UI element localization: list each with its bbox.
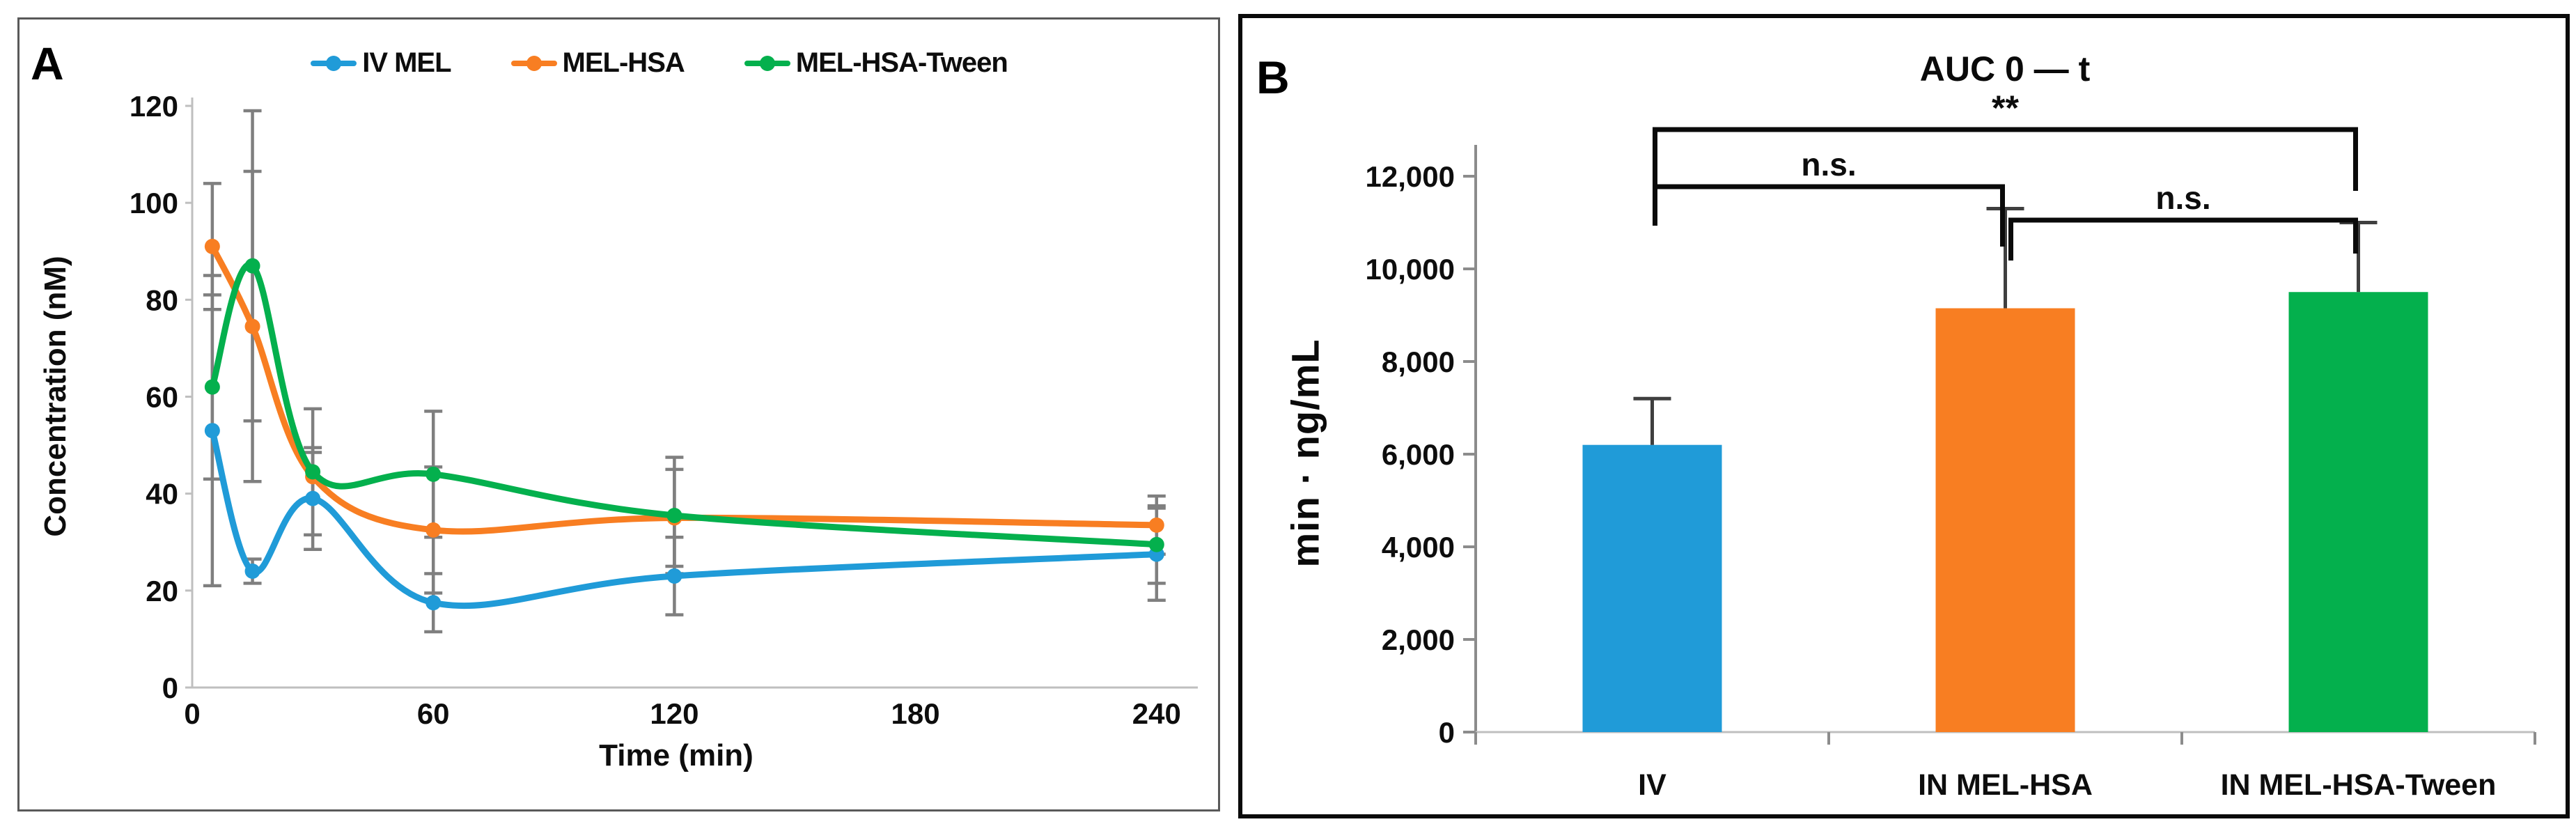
data-point-IV MEL — [305, 490, 321, 506]
y-tick-label: 6,000 — [1382, 438, 1455, 471]
sig-bracket-2 — [2008, 217, 2358, 261]
data-point-MEL-HSA-Tween — [1148, 536, 1164, 552]
data-point-MEL-HSA — [1148, 517, 1164, 533]
category-label-IV: IV — [1638, 768, 1666, 802]
line-marker-icon — [510, 55, 557, 72]
y-tick-label: 12,000 — [1366, 160, 1455, 193]
bar-IV — [1582, 444, 1722, 732]
category-label-IN MEL-HSA-Tween: IN MEL-HSA-Tween — [2221, 768, 2497, 802]
bar-IN MEL-HSA-Tween — [2288, 292, 2428, 732]
panel-a-pk-line-chart: A IV MEL MEL-HSA MEL-HSA-Tween Concentra… — [17, 17, 1220, 811]
y-tick-label: 40 — [146, 478, 178, 511]
data-point-MEL-HSA — [426, 522, 442, 538]
sig-bracket-1 — [1653, 184, 2005, 247]
panel-a-letter: A — [31, 38, 64, 89]
data-point-IV MEL — [666, 568, 682, 584]
sig-label-ns: n.s. — [1801, 146, 1856, 182]
y-tick-label: 4,000 — [1382, 531, 1455, 564]
data-point-MEL-HSA-Tween — [426, 466, 442, 482]
legend-label-iv-mel: IV MEL — [362, 47, 451, 78]
data-point-MEL-HSA — [204, 238, 220, 254]
y-tick-label: 100 — [130, 187, 178, 219]
y-tick-label: 0 — [162, 671, 178, 704]
data-point-MEL-HSA-Tween — [305, 464, 321, 480]
x-axis-title-time: Time (min) — [599, 738, 754, 772]
y-tick-label: 120 — [130, 90, 178, 123]
y-tick-label: 2,000 — [1382, 623, 1455, 656]
x-tick-label: 240 — [1132, 697, 1181, 730]
category-label-IN MEL-HSA: IN MEL-HSA — [1918, 768, 2093, 802]
legend-item-mel-hsa-tween: MEL-HSA-Tween — [744, 47, 1008, 79]
series-line-MEL-HSA-Tween — [209, 261, 1160, 548]
y-tick-label: 8,000 — [1382, 345, 1455, 378]
data-point-IV MEL — [244, 564, 260, 579]
legend-item-mel-hsa: MEL-HSA — [510, 47, 685, 79]
legend-label-mel-hsa: MEL-HSA — [562, 47, 685, 78]
x-tick-label: 60 — [417, 697, 450, 730]
legend: IV MEL MEL-HSA MEL-HSA-Tween — [60, 47, 1258, 79]
line-chart-canvas: 0 20 40 60 80 100 120 0 60 120 180 240 — [130, 90, 1198, 730]
data-point-IV MEL — [426, 595, 442, 611]
line-marker-icon — [744, 55, 790, 72]
sig-label-: ** — [1992, 88, 2019, 127]
legend-item-iv-mel: IV MEL — [311, 47, 452, 79]
data-point-MEL-HSA-Tween — [204, 379, 220, 395]
sig-bracket-0 — [1653, 127, 2358, 206]
panel-b-letter: B — [1256, 52, 1290, 103]
x-tick-label: 120 — [650, 697, 698, 730]
panel-b-auc-bar-chart: B AUC 0 — t min · ng/mL 0 2,000 4,000 6,000… — [1238, 14, 2570, 818]
y-tick-label: 80 — [146, 284, 178, 316]
bar-chart-canvas: 0 2,000 4,000 6,000 8,000 10,000 12,000 IV IN ME… — [1366, 88, 2536, 802]
sig-label-ns: n.s. — [2155, 180, 2210, 216]
x-tick-label: 180 — [891, 697, 940, 730]
data-point-MEL-HSA-Tween — [244, 258, 260, 274]
data-point-MEL-HSA-Tween — [666, 507, 682, 523]
x-tick-label: 0 — [184, 697, 200, 730]
data-point-IV MEL — [204, 423, 220, 439]
data-point-MEL-HSA — [244, 318, 260, 334]
line-marker-icon — [311, 55, 357, 72]
bar-IN MEL-HSA — [1935, 308, 2075, 732]
legend-label-mel-hsa-tween: MEL-HSA-Tween — [795, 47, 1008, 78]
y-tick-label: 10,000 — [1366, 253, 1455, 286]
y-tick-label: 20 — [146, 575, 178, 607]
series-line-MEL-HSA — [209, 243, 1160, 535]
chart-title-auc: AUC 0 — t — [1919, 49, 2091, 88]
y-tick-label: 0 — [1439, 716, 1455, 749]
y-tick-label: 60 — [146, 381, 178, 414]
